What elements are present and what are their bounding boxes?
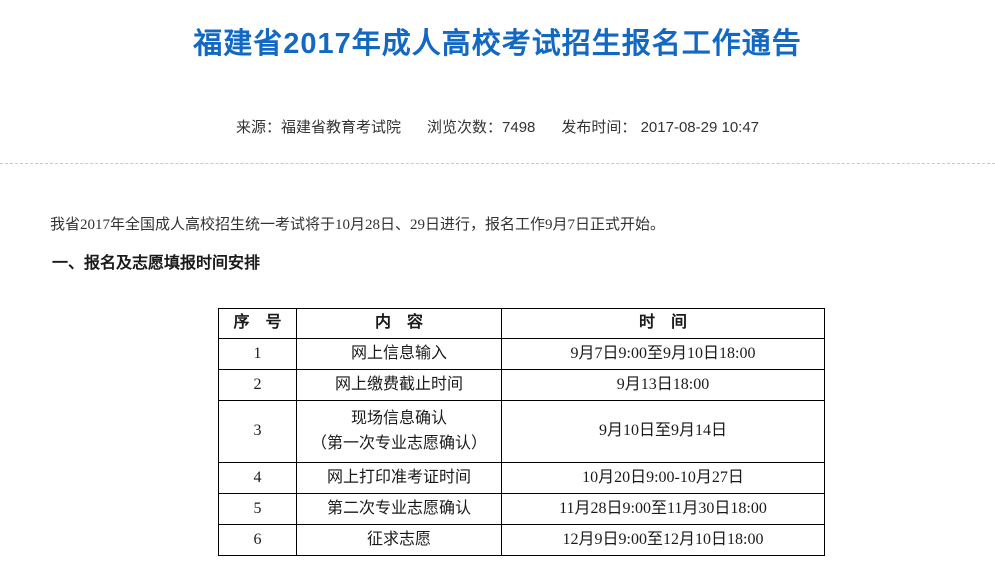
cell-content: 第二次专业志愿确认 [296, 493, 502, 525]
cell-no: 6 [218, 524, 297, 556]
table-row: 1 网上信息输入 9月7日9:00至9月10日18:00 [218, 338, 825, 370]
schedule-table: 序 号 内 容 时 间 1 网上信息输入 9月7日9:00至9月10日18:00… [218, 308, 825, 556]
table-row: 5 第二次专业志愿确认 11月28日9:00至11月30日18:00 [218, 493, 825, 525]
cell-content-line2: （第一次专业志愿确认） [310, 434, 487, 452]
views-value: 7498 [502, 119, 536, 136]
cell-time: 9月13日18:00 [501, 369, 825, 401]
table-row: 6 征求志愿 12月9日9:00至12月10日18:00 [218, 524, 825, 556]
cell-time: 10月20日9:00-10月27日 [501, 462, 825, 494]
cell-time: 9月7日9:00至9月10日18:00 [501, 338, 825, 370]
schedule-table-head: 序 号 内 容 时 间 [218, 308, 825, 339]
schedule-table-body: 1 网上信息输入 9月7日9:00至9月10日18:00 2 网上缴费截止时间 … [218, 338, 825, 556]
views-label: 浏览次数： [427, 119, 503, 136]
publish-label: 发布时间： [561, 119, 637, 136]
cell-content: 网上缴费截止时间 [296, 369, 502, 401]
cell-no: 5 [218, 493, 297, 525]
header-no: 序 号 [218, 308, 297, 339]
meta-publish: 发布时间： 2017-08-29 10:47 [561, 119, 759, 136]
cell-content: 网上信息输入 [296, 338, 502, 370]
cell-content: 网上打印准考证时间 [296, 462, 502, 494]
cell-content-line1: 现场信息确认 [350, 409, 447, 427]
table-row: 3 现场信息确认 （第一次专业志愿确认） 9月10日至9月14日 [218, 400, 825, 463]
dashed-divider [0, 163, 995, 164]
cell-time: 11月28日9:00至11月30日18:00 [501, 493, 825, 525]
publish-value: 2017-08-29 10:47 [640, 119, 760, 136]
cell-no: 2 [218, 369, 297, 401]
cell-content: 现场信息确认 （第一次专业志愿确认） [296, 400, 502, 463]
section-heading-schedule: 一、报名及志愿填报时间安排 [52, 255, 261, 272]
cell-no: 4 [218, 462, 297, 494]
cell-content: 征求志愿 [296, 524, 502, 556]
page-title: 福建省2017年成人高校考试招生报名工作通告 [193, 28, 802, 60]
cell-no: 3 [218, 400, 297, 463]
intro-paragraph: 我省2017年全国成人高校招生统一考试将于10月28日、29日进行，报名工作9月… [50, 217, 666, 233]
cell-no: 1 [218, 338, 297, 370]
table-row: 4 网上打印准考证时间 10月20日9:00-10月27日 [218, 462, 825, 494]
header-time: 时 间 [501, 308, 825, 339]
header-content: 内 容 [296, 308, 502, 339]
meta-source: 来源：福建省教育考试院 [236, 119, 401, 136]
table-header-row: 序 号 内 容 时 间 [218, 308, 825, 339]
cell-time: 9月10日至9月14日 [501, 400, 825, 463]
source-label: 来源： [235, 119, 281, 136]
table-row: 2 网上缴费截止时间 9月13日18:00 [218, 369, 825, 401]
meta-views: 浏览次数：7498 [427, 119, 535, 136]
source-value: 福建省教育考试院 [280, 119, 401, 136]
cell-time: 12月9日9:00至12月10日18:00 [501, 524, 825, 556]
meta-line: 来源：福建省教育考试院 浏览次数：7498 发布时间： 2017-08-29 10:… [0, 116, 995, 137]
